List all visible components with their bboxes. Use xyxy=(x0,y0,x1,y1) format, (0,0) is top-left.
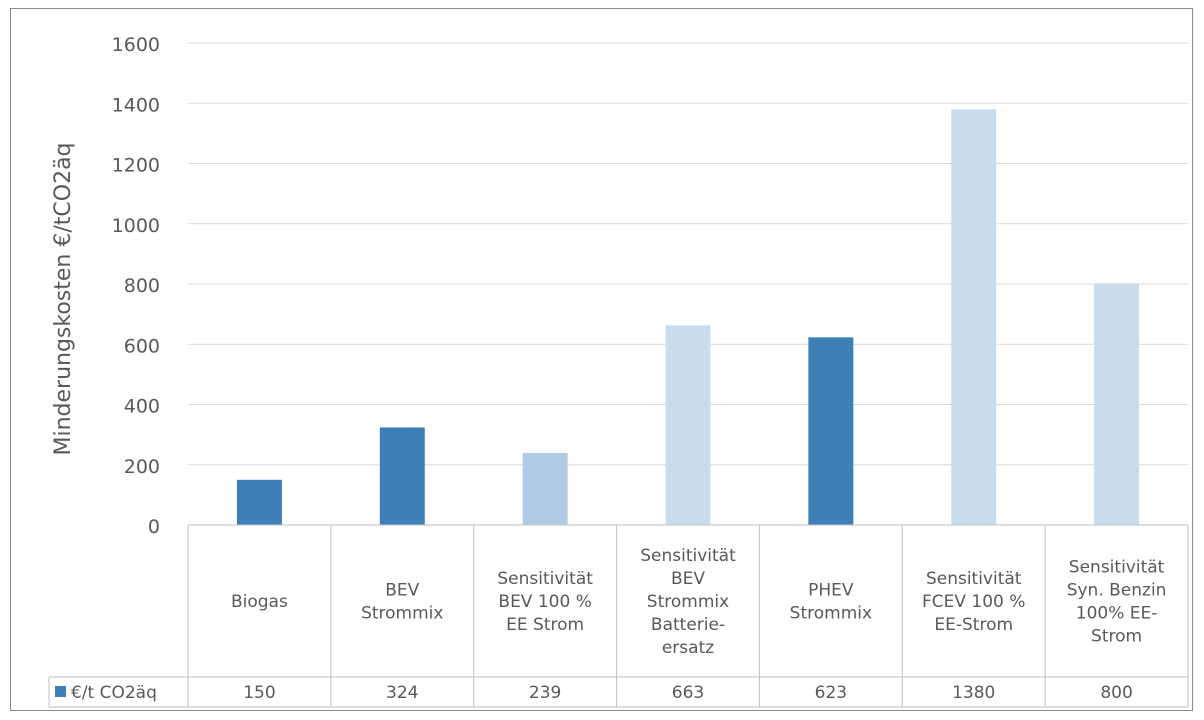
data-table-value: 150 xyxy=(243,683,275,703)
category-label: Sensitivität BEV 100 % EE Strom xyxy=(497,569,593,635)
y-tick-label: 600 xyxy=(124,335,160,357)
data-table-value: 1380 xyxy=(952,683,995,703)
y-tick-label: 1400 xyxy=(112,94,160,116)
category-label: Biogas xyxy=(231,592,288,612)
category-label: Sensitivität BEV Strommix Batterie-ersatz xyxy=(640,546,736,658)
y-tick-label: 400 xyxy=(124,396,160,418)
y-tick-label: 1200 xyxy=(112,155,160,177)
y-axis-title: Minderungskosten €/tCO2äq xyxy=(51,142,76,455)
y-tick-label: 800 xyxy=(124,275,160,297)
data-table-value: 800 xyxy=(1100,683,1132,703)
bar xyxy=(522,453,568,525)
bar xyxy=(1094,284,1140,525)
y-tick-label: 200 xyxy=(124,456,160,478)
bar xyxy=(379,427,425,525)
y-tick-label: 1000 xyxy=(112,215,160,237)
category-label: PHEV Strommix xyxy=(790,581,872,624)
data-table-value: 324 xyxy=(386,683,418,703)
data-table-value: 623 xyxy=(815,683,847,703)
legend-swatch xyxy=(55,686,66,697)
bar xyxy=(665,325,711,525)
bar xyxy=(808,337,854,525)
y-tick-label: 1600 xyxy=(112,34,160,56)
legend-label: €/t CO2äq xyxy=(71,683,157,703)
bar xyxy=(236,479,282,525)
data-table-value: 663 xyxy=(672,683,704,703)
category-label: BEV Strommix xyxy=(361,581,443,624)
data-table-value: 239 xyxy=(529,683,561,703)
y-tick-label: 0 xyxy=(148,516,160,538)
bar xyxy=(951,109,997,526)
category-label: Sensitivität Syn. Benzin 100% EE-Strom xyxy=(1067,558,1167,647)
category-label: Sensitivität FCEV 100 % EE-Strom xyxy=(922,569,1025,635)
